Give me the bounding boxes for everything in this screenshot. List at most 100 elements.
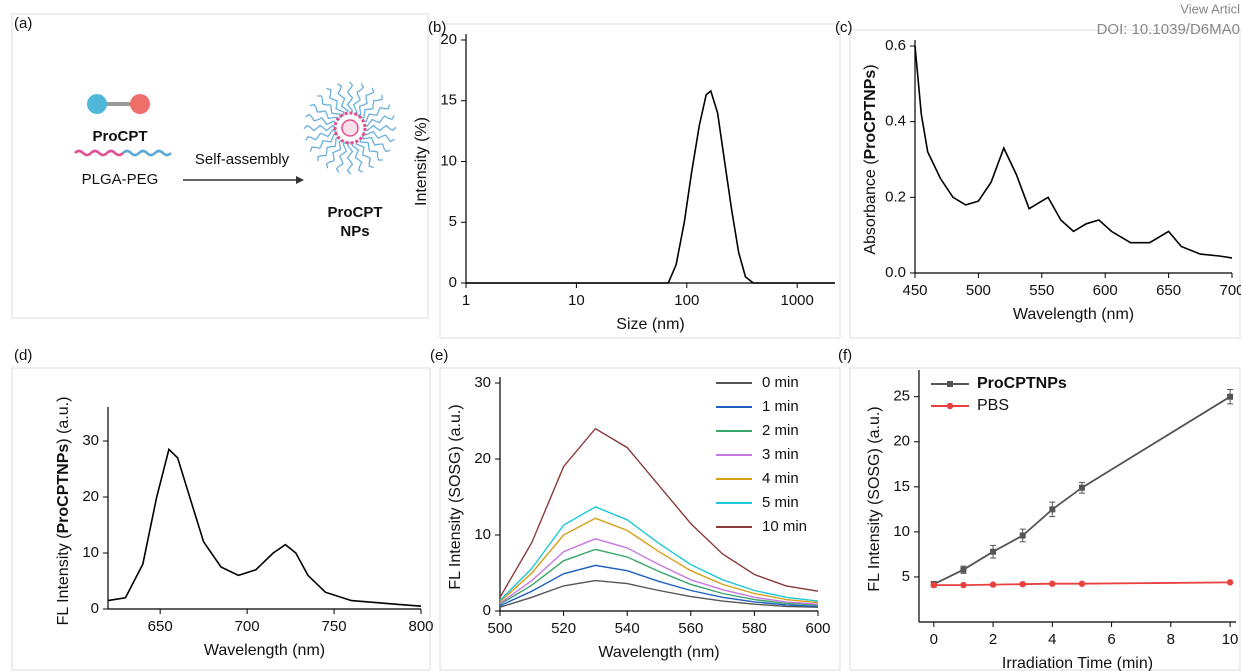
legend-label: 2 min: [762, 422, 799, 439]
y-tick-label: 10: [893, 523, 910, 540]
marker: [930, 581, 938, 589]
marker: [989, 581, 997, 588]
polymer-label: PLGA-PEG: [82, 171, 159, 188]
legend-label: 10 min: [762, 518, 807, 535]
x-axis-label: Wavelength (nm): [598, 644, 719, 661]
x-tick-label: 0: [930, 631, 938, 648]
micelle: [303, 81, 397, 175]
peg-chain: [362, 104, 391, 123]
x-tick-label: 500: [487, 620, 512, 637]
series-line: [499, 579, 819, 608]
peg-chain: [356, 87, 375, 117]
y-axis-label-part: Absorbance (: [862, 159, 879, 255]
header-doi: DOI: 10.1039/D6MA0: [1097, 21, 1240, 38]
x-tick-label: 450: [902, 282, 927, 299]
legend-marker: [947, 381, 953, 387]
x-tick-label: 550: [1029, 282, 1054, 299]
y-axis-label-part: FL Intensity (SOSG) (a.u.): [447, 404, 464, 589]
peg-chain: [359, 95, 383, 119]
x-tick-label: 540: [615, 620, 640, 637]
panel-frame: [439, 367, 841, 671]
x-tick-label: 650: [148, 618, 173, 635]
peg-chain: [352, 83, 365, 116]
x-axis-label: Wavelength (nm): [204, 642, 325, 659]
panel-label: (e): [430, 347, 448, 364]
legend-label: PBS: [977, 397, 1009, 414]
peg-chain: [317, 95, 341, 119]
molecule-label: ProCPT: [92, 128, 147, 145]
x-tick-label: 800: [408, 618, 433, 635]
y-axis-label: FL Intensity (ProCPTNPs) (a.u.): [55, 397, 72, 626]
x-axis-label: Irradiation Time (min): [1002, 655, 1153, 671]
panel-label: (f): [838, 347, 852, 364]
marker: [1049, 580, 1056, 587]
marker: [990, 548, 997, 555]
marker: [960, 581, 967, 589]
y-tick-label: 5: [902, 568, 910, 585]
y-axis-label: FL Intensity (SOSG) (a.u.): [447, 404, 464, 589]
x-tick-label: 2: [989, 631, 997, 648]
y-tick-label: 10: [82, 544, 99, 561]
legend-label: ProCPTNPs: [977, 375, 1067, 392]
panel-frame: [849, 367, 1241, 671]
marker: [1227, 393, 1234, 400]
y-tick-label: 0: [483, 602, 491, 619]
y-tick-label: 0: [449, 274, 457, 291]
peg-chain: [309, 103, 339, 122]
y-tick-label: 0.6: [885, 37, 906, 54]
panel-frame: [439, 23, 841, 339]
molecule-part: [87, 94, 107, 114]
marker: [1226, 579, 1234, 586]
legend-label: 1 min: [762, 398, 799, 415]
x-tick-label: 750: [322, 618, 347, 635]
peg-chain: [355, 140, 374, 169]
data-line: [107, 447, 422, 607]
peg-chain: [361, 134, 391, 153]
peg-chain: [346, 141, 354, 175]
x-tick-label: 8: [1167, 631, 1175, 648]
peg-chain: [351, 141, 363, 173]
marker: [960, 566, 967, 573]
peg-chain: [363, 124, 397, 132]
y-axis-label-part: Intensity (%): [413, 117, 430, 206]
y-axis-label-part: FL Intensity (: [55, 533, 72, 626]
peg-chain: [346, 81, 354, 115]
panel-frame: [11, 367, 431, 671]
x-tick-label: 1000: [781, 292, 814, 309]
peg-chain: [303, 124, 337, 132]
molecule-part: [130, 94, 150, 114]
y-axis-label-part: ): [862, 64, 879, 69]
y-axis-label-part: ) (a.u.): [55, 397, 72, 444]
marker: [1078, 580, 1086, 587]
y-tick-label: 30: [82, 432, 99, 449]
series-line: [499, 427, 819, 598]
y-tick-label: 15: [893, 478, 910, 495]
y-tick-label: 10: [440, 152, 457, 169]
peg-chain: [335, 140, 348, 173]
y-axis-label: FL Intensity (SOSG) (a.u.): [866, 406, 883, 591]
x-axis-label: Wavelength (nm): [1013, 306, 1134, 323]
peg-chain: [305, 113, 338, 126]
peg-chain: [337, 83, 349, 115]
data-line: [466, 89, 835, 284]
y-tick-label: 0: [91, 600, 99, 617]
panel-label: (d): [14, 347, 32, 364]
y-tick-label: 20: [474, 450, 491, 467]
x-tick-label: 6: [1107, 631, 1115, 648]
y-tick-label: 30: [474, 374, 491, 391]
micelle-core: [341, 119, 359, 137]
legend-label: 0 min: [762, 374, 799, 391]
x-tick-label: 560: [678, 620, 703, 637]
peg-chain: [309, 133, 338, 152]
diagram: (a) ProCPT PLGA-PEG Self-assembly ProCPT…: [14, 15, 397, 240]
header-link[interactable]: View Articl: [1180, 1, 1240, 16]
y-tick-label: 25: [893, 388, 910, 405]
x-tick-label: 580: [742, 620, 767, 637]
x-tick-label: 700: [235, 618, 260, 635]
marker: [1078, 484, 1085, 491]
series-line: [499, 564, 819, 608]
legend-label: 3 min: [762, 446, 799, 463]
legend-label: 4 min: [762, 470, 799, 487]
marker: [1049, 506, 1056, 513]
